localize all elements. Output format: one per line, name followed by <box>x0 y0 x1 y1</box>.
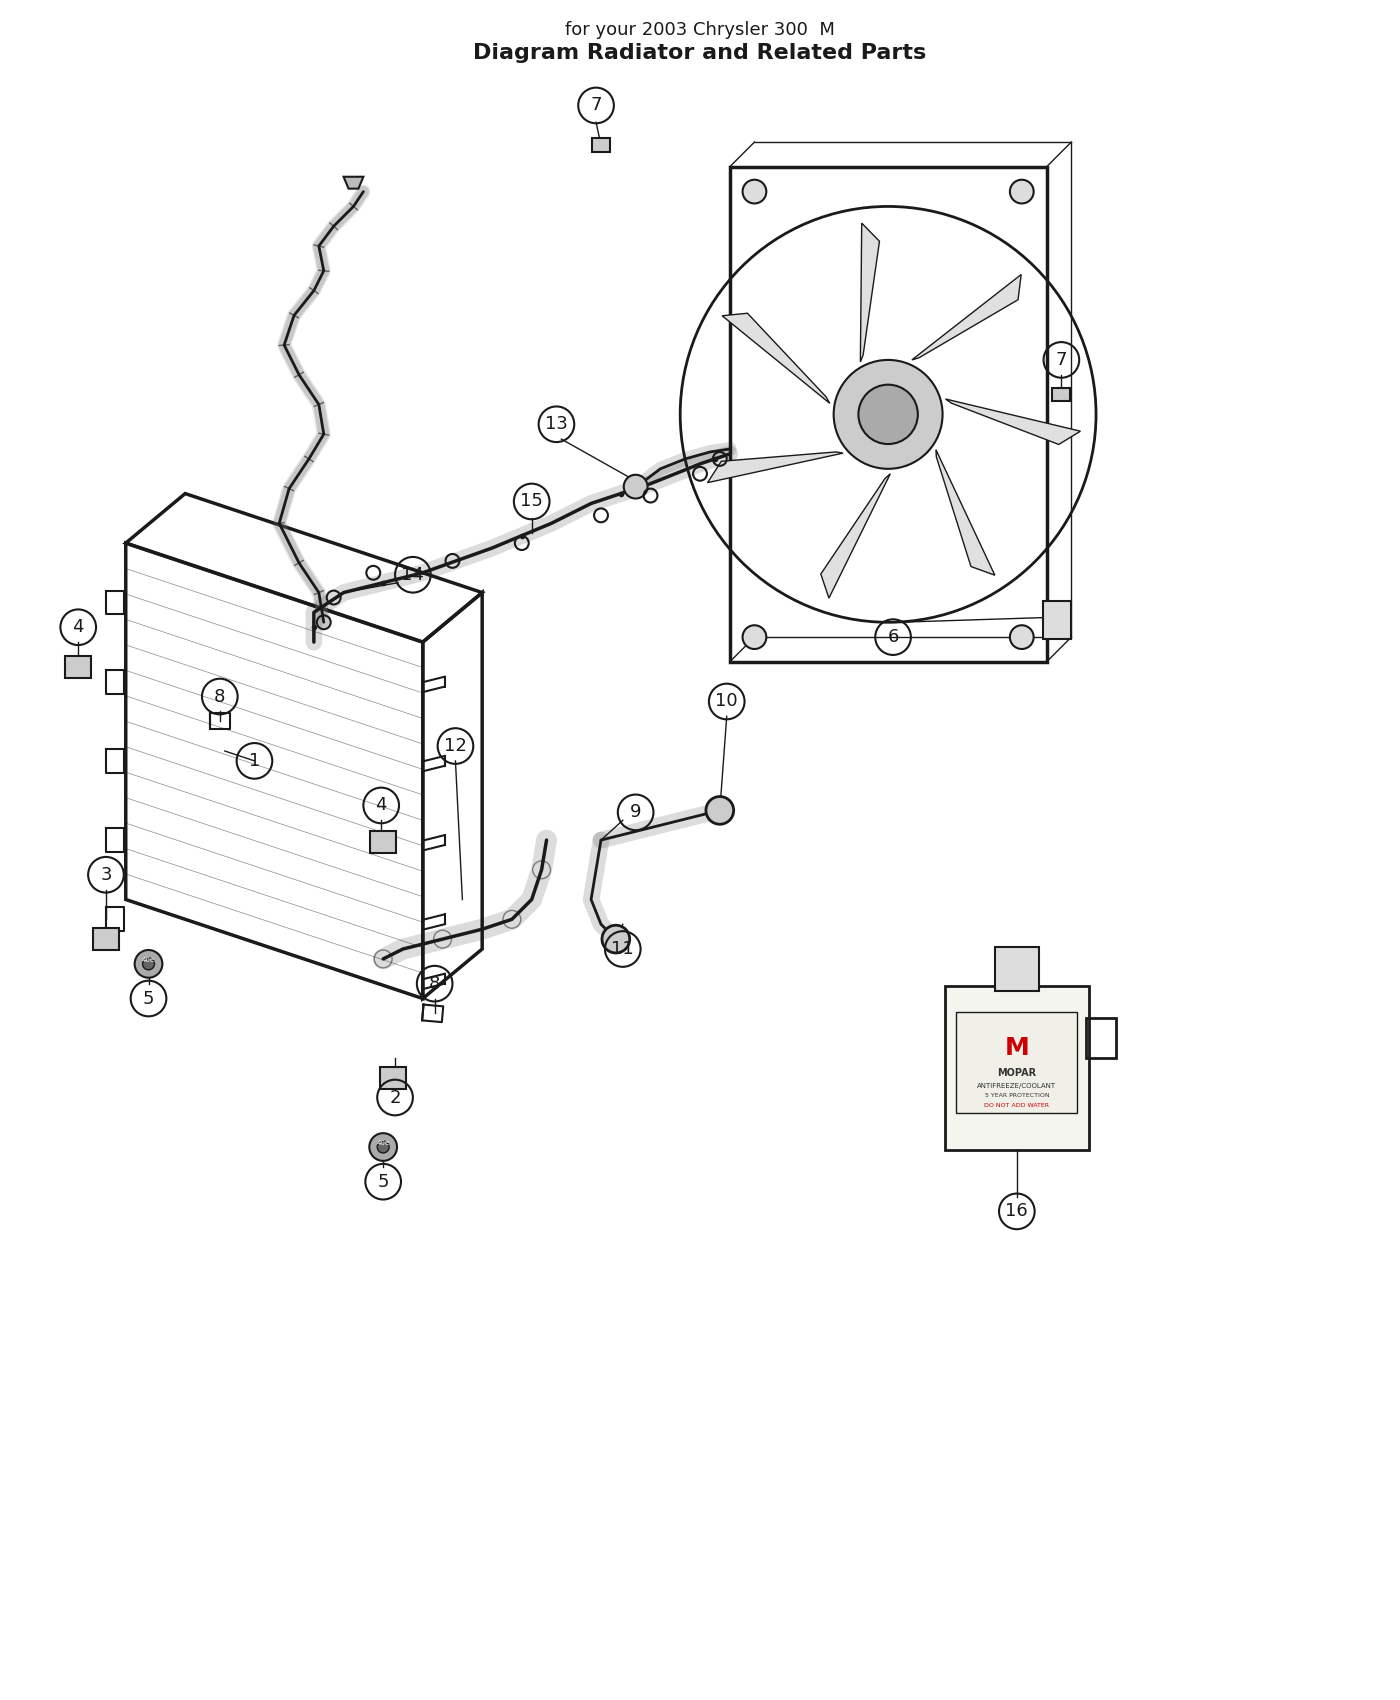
Circle shape <box>858 384 918 444</box>
Text: M: M <box>1004 1035 1029 1061</box>
Circle shape <box>143 957 154 969</box>
Circle shape <box>602 925 630 954</box>
Text: 4: 4 <box>375 796 386 814</box>
Text: 7: 7 <box>591 97 602 114</box>
Text: Diagram Radiator and Related Parts: Diagram Radiator and Related Parts <box>473 42 927 63</box>
Text: 5: 5 <box>143 989 154 1008</box>
Text: 4: 4 <box>73 619 84 636</box>
Circle shape <box>742 626 766 649</box>
Polygon shape <box>911 274 1021 360</box>
Text: 40e: 40e <box>377 1141 389 1146</box>
Text: 7: 7 <box>1056 350 1067 369</box>
Text: 11: 11 <box>612 940 634 959</box>
Text: 3: 3 <box>101 865 112 884</box>
Text: 13: 13 <box>545 415 568 434</box>
Circle shape <box>624 474 648 498</box>
Text: 8: 8 <box>428 974 441 993</box>
Text: 16: 16 <box>1005 1202 1028 1221</box>
Polygon shape <box>343 177 364 189</box>
Circle shape <box>134 950 162 977</box>
Text: 14: 14 <box>402 566 424 583</box>
Circle shape <box>742 180 766 204</box>
FancyBboxPatch shape <box>995 947 1039 991</box>
Text: 12: 12 <box>444 738 466 755</box>
Circle shape <box>833 360 942 469</box>
Polygon shape <box>820 474 890 598</box>
Polygon shape <box>945 400 1081 444</box>
Text: 2: 2 <box>389 1088 400 1107</box>
Circle shape <box>1009 626 1033 649</box>
Circle shape <box>706 797 734 824</box>
FancyBboxPatch shape <box>92 928 119 950</box>
Text: 40e: 40e <box>141 957 155 962</box>
Text: 10: 10 <box>715 692 738 711</box>
Text: 5 YEAR PROTECTION: 5 YEAR PROTECTION <box>984 1093 1049 1098</box>
Text: 8: 8 <box>214 687 225 706</box>
Text: MOPAR: MOPAR <box>997 1068 1036 1078</box>
Polygon shape <box>722 313 830 403</box>
FancyBboxPatch shape <box>371 831 396 853</box>
Polygon shape <box>707 452 843 483</box>
Polygon shape <box>937 449 995 575</box>
Text: 9: 9 <box>630 804 641 821</box>
FancyBboxPatch shape <box>956 1013 1077 1114</box>
Text: ANTIFREEZE/COOLANT: ANTIFREEZE/COOLANT <box>977 1083 1057 1088</box>
Text: DO NOT ADD WATER: DO NOT ADD WATER <box>984 1103 1050 1108</box>
FancyBboxPatch shape <box>945 986 1089 1149</box>
Circle shape <box>370 1134 398 1161</box>
Circle shape <box>377 1141 389 1153</box>
FancyBboxPatch shape <box>592 138 610 151</box>
FancyBboxPatch shape <box>66 656 91 678</box>
Text: 15: 15 <box>521 493 543 510</box>
Polygon shape <box>861 223 879 362</box>
Text: for your 2003 Chrysler 300  M: for your 2003 Chrysler 300 M <box>566 20 834 39</box>
FancyBboxPatch shape <box>1043 600 1071 639</box>
FancyBboxPatch shape <box>381 1068 406 1088</box>
Circle shape <box>1009 180 1033 204</box>
Text: 6: 6 <box>888 627 899 646</box>
Text: 1: 1 <box>249 751 260 770</box>
FancyBboxPatch shape <box>1053 388 1070 401</box>
Text: 5: 5 <box>378 1173 389 1190</box>
